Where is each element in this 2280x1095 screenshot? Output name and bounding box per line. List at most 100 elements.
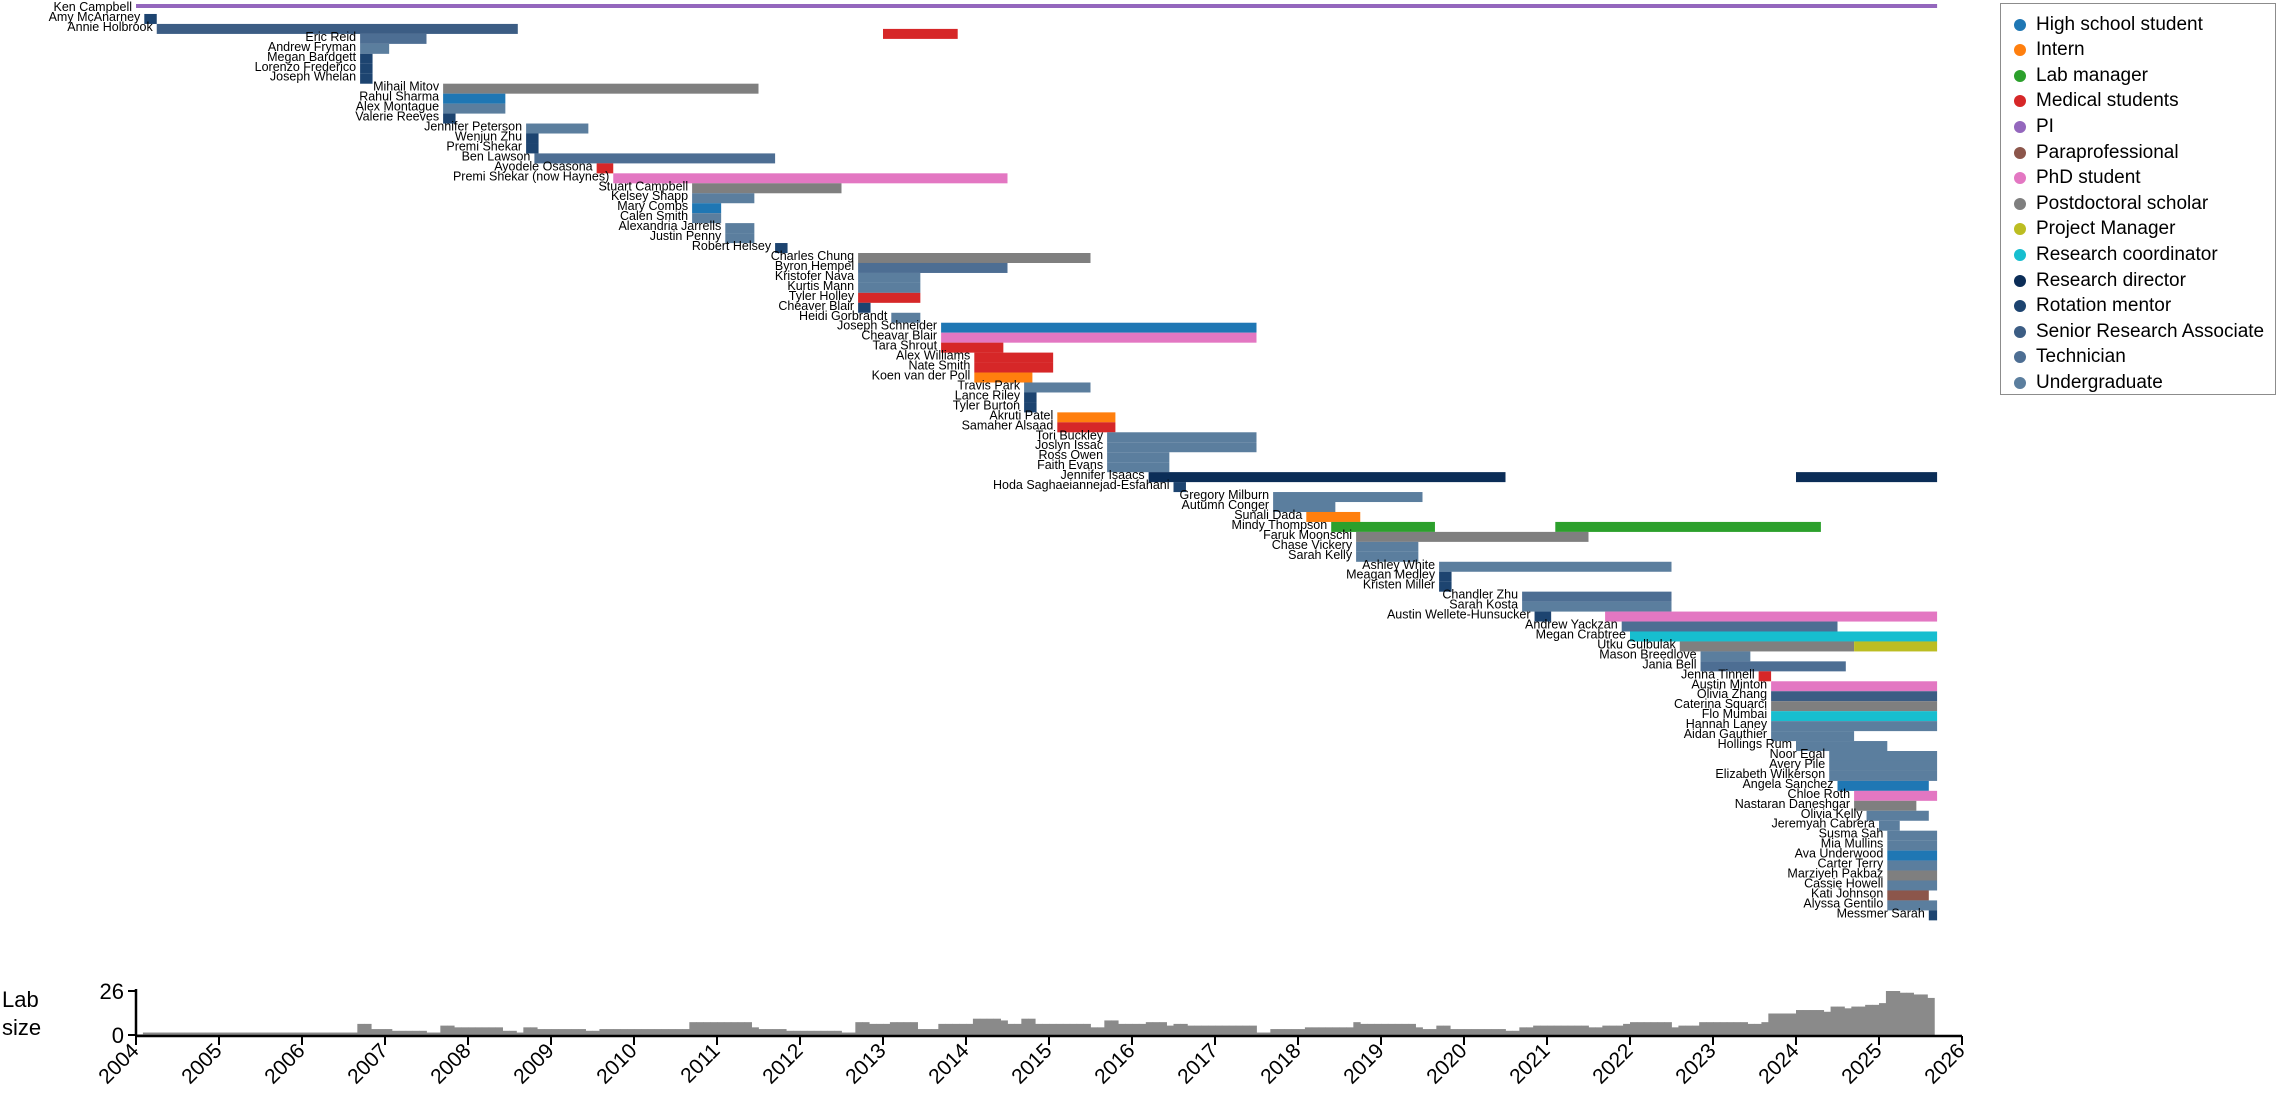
legend-marker-icon xyxy=(2014,120,2026,133)
size-bin-71 xyxy=(620,1029,628,1036)
legend-label: Paraprofessional xyxy=(2036,141,2179,163)
name-label-9: Mihail Mitov xyxy=(373,80,440,94)
name-label-39: Travis Park xyxy=(957,378,1020,392)
bar-19-1 xyxy=(692,183,842,194)
bar-31-1 xyxy=(858,302,871,313)
bar-83-1 xyxy=(1879,820,1900,831)
size-bin-118 xyxy=(945,1023,953,1036)
size-bin-91 xyxy=(758,1029,766,1036)
name-label-72: Flo Mumbai xyxy=(1702,707,1767,721)
bar-86-1 xyxy=(1887,850,1938,861)
size-bin-159 xyxy=(1228,1025,1237,1036)
name-label-77: Avery Pile xyxy=(1769,757,1825,771)
size-bin-108 xyxy=(876,1023,884,1036)
bar-88-1 xyxy=(1887,870,1938,881)
size-bin-220 xyxy=(1650,1022,1659,1036)
x-tick-label-2016: 2016 xyxy=(1090,1039,1139,1088)
name-label-67: Jania Bell xyxy=(1642,657,1696,671)
size-bin-148 xyxy=(1152,1022,1161,1036)
legend-item: Medical students xyxy=(2001,89,2179,114)
size-bin-158 xyxy=(1221,1025,1230,1036)
size-bin-102 xyxy=(834,1030,842,1036)
name-label-26: Charles Chung xyxy=(771,249,854,263)
size-bin-94 xyxy=(779,1029,787,1036)
name-label-11: Alex Montague xyxy=(356,100,439,114)
size-bin-154 xyxy=(1194,1025,1202,1036)
size-bin-27 xyxy=(315,1032,324,1036)
x-tick-label-2012: 2012 xyxy=(758,1039,807,1088)
size-bin-221 xyxy=(1657,1022,1665,1036)
size-bin-222 xyxy=(1664,1022,1672,1036)
size-bin-208 xyxy=(1567,1025,1576,1036)
size-bin-84 xyxy=(710,1022,718,1036)
name-label-12: Valerie Reeves xyxy=(355,110,439,124)
size-bin-12 xyxy=(212,1032,220,1036)
bar-48-2 xyxy=(1796,472,1938,483)
size-bin-135 xyxy=(1062,1023,1071,1036)
size-bin-171 xyxy=(1311,1027,1320,1036)
name-label-68: Jenna Tinnell xyxy=(1681,667,1755,681)
name-label-15: Premi Shekar xyxy=(446,139,522,153)
bar-39-1 xyxy=(1024,382,1091,393)
size-bin-245 xyxy=(1823,1011,1831,1036)
x-tick-label-2018: 2018 xyxy=(1256,1039,1305,1088)
legend-item: Technician xyxy=(2001,345,2126,370)
size-bin-250 xyxy=(1858,1006,1866,1036)
bar-21-1 xyxy=(692,203,722,214)
x-tick-label-2005: 2005 xyxy=(177,1039,226,1088)
legend-label: Research coordinator xyxy=(2036,243,2218,265)
size-bin-64 xyxy=(571,1029,580,1036)
legend-label: PhD student xyxy=(2036,167,2141,189)
size-bin-60 xyxy=(544,1029,552,1036)
bar-76-1 xyxy=(1829,751,1938,761)
size-bin-95 xyxy=(786,1030,794,1036)
bar-80-1 xyxy=(1854,790,1938,801)
size-bin-76 xyxy=(654,1029,663,1036)
size-bin-157 xyxy=(1215,1025,1223,1036)
size-bin-244 xyxy=(1816,1010,1825,1036)
name-label-87: Carter Terry xyxy=(1818,857,1885,871)
size-bin-46 xyxy=(447,1025,455,1036)
size-bin-32 xyxy=(350,1032,358,1036)
size-bin-57 xyxy=(523,1027,531,1036)
size-bin-16 xyxy=(239,1032,248,1036)
size-bin-136 xyxy=(1069,1023,1078,1036)
size-bin-152 xyxy=(1180,1023,1188,1036)
bar-56-1 xyxy=(1356,551,1419,562)
size-bin-124 xyxy=(986,1018,995,1036)
size-bin-133 xyxy=(1049,1023,1057,1036)
name-label-64: Megan Crabtree xyxy=(1536,627,1626,641)
name-label-38: Koen van der Poll xyxy=(872,369,971,383)
size-bin-238 xyxy=(1775,1013,1783,1036)
x-tick-label-2013: 2013 xyxy=(841,1039,890,1088)
x-tick-label-2007: 2007 xyxy=(343,1039,392,1088)
size-bin-181 xyxy=(1381,1023,1389,1036)
name-label-4: Eric Reid xyxy=(305,30,356,44)
size-bin-169 xyxy=(1298,1029,1306,1036)
size-bin-230 xyxy=(1719,1022,1728,1036)
bar-49-1 xyxy=(1173,482,1186,493)
size-bin-101 xyxy=(827,1030,835,1036)
size-bin-81 xyxy=(689,1022,697,1036)
legend-item: Lab manager xyxy=(2001,63,2148,88)
size-bin-253 xyxy=(1879,1003,1887,1036)
size-bin-206 xyxy=(1553,1025,1562,1036)
size-bin-53 xyxy=(495,1027,503,1036)
name-label-1: Ken Campbell xyxy=(53,0,132,14)
size-bin-195 xyxy=(1477,1029,1486,1036)
size-bin-216 xyxy=(1623,1023,1631,1036)
size-bin-129 xyxy=(1021,1018,1029,1036)
name-label-41: Tyler Burton xyxy=(953,398,1020,412)
size-bin-166 xyxy=(1277,1029,1285,1036)
size-bin-143 xyxy=(1118,1023,1126,1036)
size-bin-146 xyxy=(1138,1023,1147,1036)
name-label-28: Kristofer Nava xyxy=(775,269,854,283)
name-label-69: Austin Minton xyxy=(1691,677,1767,691)
size-bin-107 xyxy=(869,1023,877,1036)
bar-7-1 xyxy=(360,63,373,74)
legend-marker-icon xyxy=(2014,197,2026,210)
size-bin-257 xyxy=(1906,992,1914,1036)
size-bin-200 xyxy=(1512,1030,1520,1036)
bar-11-1 xyxy=(443,103,506,114)
size-bin-29 xyxy=(329,1032,337,1036)
